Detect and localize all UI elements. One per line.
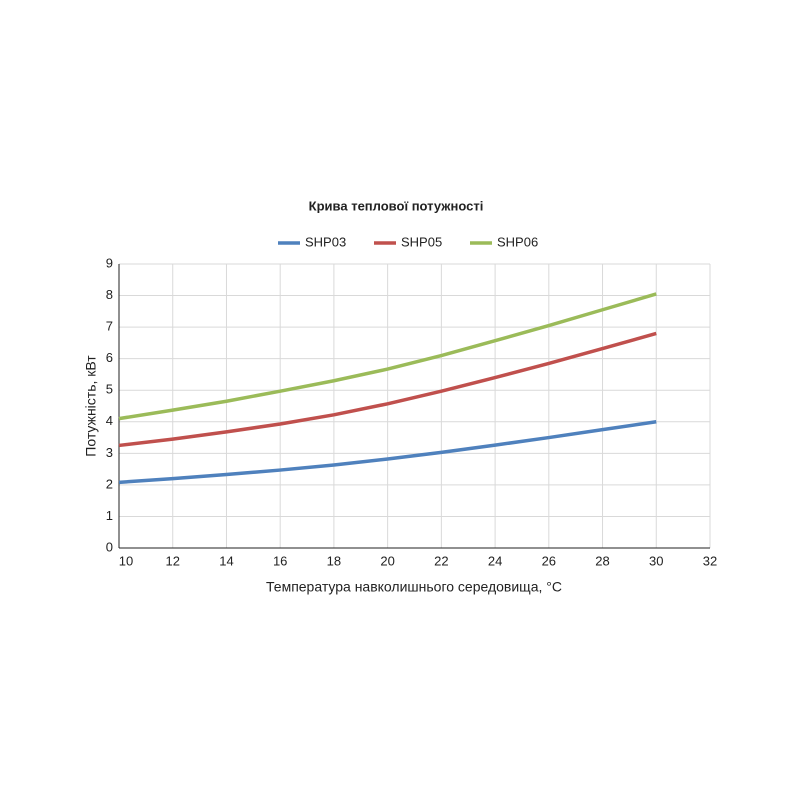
x-tick-label: 16 — [273, 553, 287, 568]
y-tick-label: 8 — [106, 287, 113, 302]
x-axis-label: Температура навколишнього середовища, °C — [266, 579, 562, 595]
x-tick-label: 18 — [327, 553, 341, 568]
legend-label: SHP05 — [401, 234, 442, 249]
y-tick-label: 9 — [106, 255, 113, 270]
y-tick-label: 4 — [106, 413, 113, 428]
series-line — [118, 331, 657, 448]
y-tick-label: 3 — [106, 445, 113, 460]
x-tick-label: 14 — [219, 553, 233, 568]
x-tick-label: 26 — [542, 553, 556, 568]
legend-label: SHP03 — [305, 234, 346, 249]
x-tick-label: 30 — [649, 553, 663, 568]
series-line — [118, 292, 657, 421]
y-axis-label: Потужність, кВт — [83, 355, 99, 457]
legend-label: SHP06 — [497, 234, 538, 249]
y-tick-label: 5 — [106, 382, 113, 397]
y-tick-label: 6 — [106, 350, 113, 365]
x-tick-label: 24 — [488, 553, 502, 568]
x-tick-label: 28 — [595, 553, 609, 568]
x-tick-label: 22 — [434, 553, 448, 568]
x-tick-label: 20 — [380, 553, 394, 568]
x-tick-label: 32 — [703, 553, 717, 568]
series-line — [118, 420, 657, 485]
chart-title: Крива теплової потужності — [309, 198, 484, 213]
y-tick-label: 0 — [106, 539, 113, 554]
x-tick-label: 10 — [119, 553, 133, 568]
y-tick-label: 7 — [106, 319, 113, 334]
y-tick-label: 1 — [106, 508, 113, 523]
x-tick-label: 12 — [165, 553, 179, 568]
y-tick-label: 2 — [106, 476, 113, 491]
